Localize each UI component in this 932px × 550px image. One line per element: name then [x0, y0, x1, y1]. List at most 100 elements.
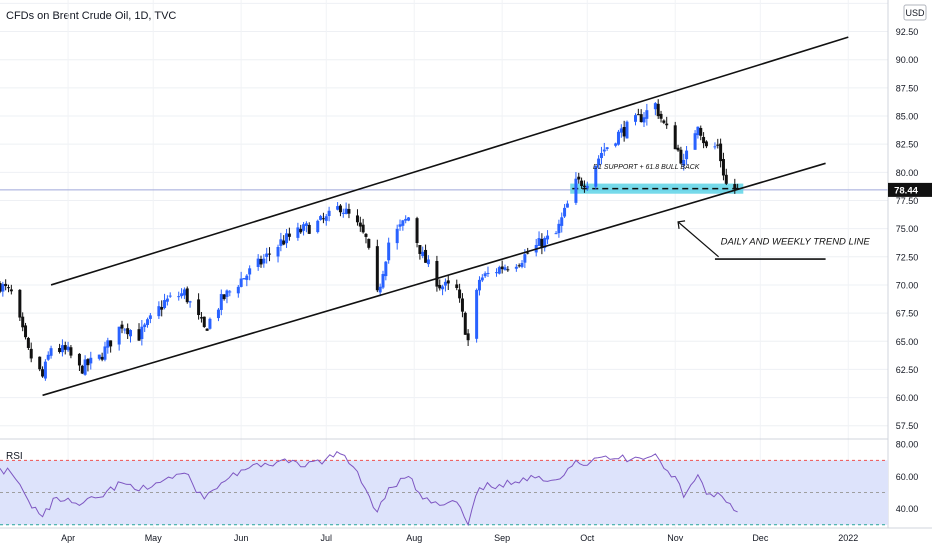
- candle-down: [7, 287, 11, 289]
- price-tick-label: 65.00: [896, 337, 919, 347]
- candle-up: [83, 359, 87, 375]
- candle-down: [506, 269, 510, 271]
- candle-up: [341, 212, 345, 214]
- candle-up: [685, 150, 689, 160]
- candle-down: [9, 289, 13, 292]
- candle-down: [41, 369, 45, 377]
- candle-down: [676, 147, 680, 151]
- candle-down: [307, 224, 311, 234]
- candle-up: [285, 233, 289, 244]
- price-axis[interactable]: 57.50 60.00 62.50 65.00 67.50 70.00 72.50 75.00…: [887, 0, 932, 528]
- candle-up: [188, 301, 192, 303]
- candle-down: [338, 205, 342, 213]
- candle-up: [182, 289, 186, 296]
- currency-button[interactable]: USD: [903, 4, 927, 21]
- price-tick-label: 92.50: [896, 27, 919, 37]
- candle-up: [168, 295, 172, 297]
- candle-up: [441, 286, 445, 290]
- price-tick-label: 67.50: [896, 309, 919, 319]
- candle-up: [597, 158, 601, 166]
- candle-up: [378, 286, 382, 293]
- trend-line[interactable]: [42, 162, 826, 397]
- candle-up: [653, 103, 657, 110]
- time-tick-label: May: [145, 533, 163, 543]
- candle-up: [327, 210, 331, 217]
- candle-up: [117, 326, 121, 345]
- candle-up: [486, 272, 490, 274]
- trendline-annotation: DAILY AND WEEKLY TREND LINE: [721, 236, 871, 247]
- candle-up: [387, 242, 391, 261]
- candle-up: [557, 223, 561, 234]
- candle-down: [100, 356, 104, 360]
- candle-down: [185, 288, 189, 303]
- candle-up: [503, 267, 507, 270]
- candle-up: [404, 218, 408, 221]
- candle-up: [239, 278, 243, 287]
- time-tick-label: Dec: [752, 533, 769, 543]
- candle-down: [355, 215, 359, 223]
- candle-down: [418, 245, 422, 254]
- last-price-badge: [888, 182, 932, 197]
- candle-up: [177, 296, 181, 298]
- candle-down: [636, 114, 640, 116]
- candle-down: [582, 185, 586, 188]
- candle-down: [665, 123, 669, 126]
- candle-down: [455, 284, 459, 288]
- candle-up: [645, 110, 649, 119]
- rsi-tick-label: 60.00: [896, 472, 919, 482]
- candle-up: [398, 224, 402, 227]
- candle-up: [554, 233, 558, 235]
- candle-down: [86, 359, 90, 366]
- candle-up: [642, 117, 646, 123]
- candle-up: [256, 258, 260, 267]
- candle-up: [483, 273, 487, 277]
- candle-down: [29, 348, 33, 359]
- candle-up: [216, 309, 220, 319]
- candle-down: [662, 120, 666, 123]
- candle-up: [97, 354, 101, 359]
- candle-up: [228, 291, 232, 293]
- trend-line[interactable]: [50, 36, 849, 286]
- candle-down: [679, 149, 683, 164]
- candle-up: [614, 143, 618, 146]
- candle-up: [242, 278, 246, 280]
- candle-up: [319, 216, 323, 220]
- candle-up: [693, 133, 697, 150]
- candle-up: [265, 253, 269, 257]
- candle-down: [126, 328, 130, 335]
- candle-down: [699, 127, 703, 136]
- support-zone-layer: [0, 183, 888, 194]
- candle-up: [146, 319, 150, 326]
- candle-up: [421, 251, 425, 257]
- price-tick-label: 60.00: [896, 393, 919, 403]
- candle-up: [302, 224, 306, 231]
- candle-up: [1, 284, 5, 292]
- time-axis[interactable]: Apr May Jun Jul Aug Sep Oct Nov Dec 2022: [0, 527, 932, 543]
- candle-up: [165, 298, 169, 302]
- candle-up: [381, 274, 385, 288]
- candle-up: [324, 216, 328, 221]
- candle-down: [137, 329, 141, 341]
- rsi-tick-label: 80.00: [896, 440, 919, 450]
- candle-down: [435, 260, 439, 287]
- candle-down: [458, 289, 462, 299]
- rsi-line: [0, 451, 738, 527]
- candle-up: [477, 279, 481, 291]
- candle-down: [460, 298, 464, 312]
- candle-up: [713, 146, 717, 148]
- candle-down: [446, 280, 450, 284]
- candle-up: [520, 263, 524, 267]
- candle-up: [594, 165, 598, 187]
- candle-up: [180, 293, 184, 297]
- trend-lines: [42, 36, 849, 397]
- candle-up: [574, 178, 578, 203]
- candle-up: [163, 300, 167, 308]
- price-tick-label: 75.00: [896, 224, 919, 234]
- candle-down: [199, 317, 203, 319]
- price-grid: [0, 0, 888, 528]
- candle-up: [395, 228, 399, 244]
- candle-up: [585, 185, 589, 189]
- annotation-arrow: [677, 221, 720, 258]
- candle-down: [4, 283, 8, 287]
